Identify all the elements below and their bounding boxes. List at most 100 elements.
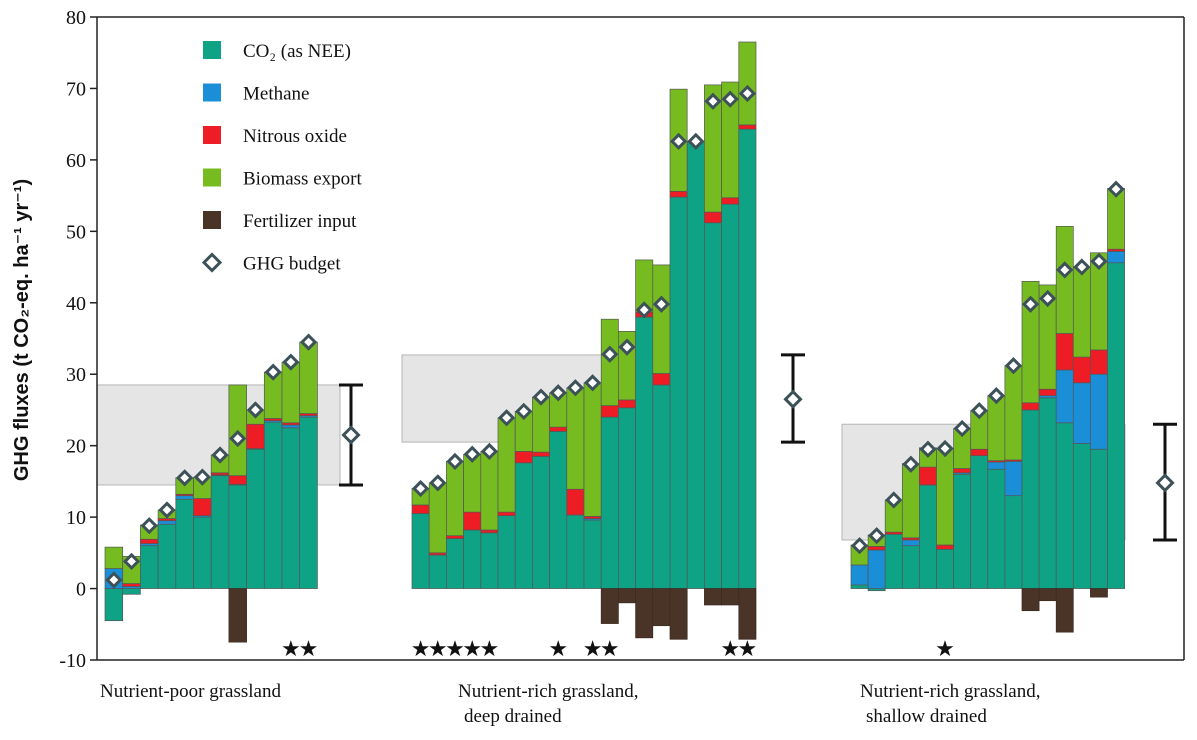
bar-group3-site9 [987, 395, 1006, 589]
legend-swatch-fertilizer [203, 211, 221, 229]
segment-fertilizer [1090, 588, 1108, 598]
segment-biomass [480, 451, 499, 531]
segment-co2 [884, 533, 903, 589]
bar-group3-site11 [1021, 280, 1040, 612]
segment-methane [850, 564, 869, 586]
bar-group3-site16 [1107, 188, 1125, 589]
bar-group2-site16 [669, 88, 688, 640]
segment-n2o [953, 468, 972, 474]
group-summary-2 [781, 353, 805, 444]
budget-marker-group2-site8 [532, 388, 550, 406]
budget-marker-group3-site2 [868, 527, 886, 545]
significance-star: ★ [445, 636, 465, 661]
budget-marker-group2-site16 [669, 132, 688, 150]
segment-methane [1072, 382, 1091, 444]
segment-fertilizer [1021, 588, 1040, 612]
bar-group2-site6 [497, 417, 516, 589]
axes: -10 0 10 20 30 40 50 60 70 80 GHG fluxes (t CO₂-eq… [11, 7, 1185, 672]
bar-group3-site3 [884, 499, 903, 589]
budget-marker-group3-site3 [885, 491, 903, 509]
budget-marker-group3-site14 [1073, 258, 1091, 276]
segment-co2 [514, 462, 533, 589]
legend-swatch-biomass [203, 168, 221, 187]
significance-star: ★ [480, 636, 500, 661]
bar-group2-site4 [463, 453, 482, 589]
legend[interactable]: CO₂ (as NEE) Methane Nitrous oxide Biomass … [201, 41, 362, 275]
budget-marker-group1-site4 [158, 501, 176, 519]
significance-star: ★ [462, 636, 482, 661]
segment-co2 [299, 416, 318, 589]
legend-item-methane: Methane [203, 83, 309, 105]
bar-group2-site14 [635, 259, 654, 639]
budget-marker-group2-site9 [549, 384, 567, 402]
segment-co2 [936, 548, 954, 589]
budget-marker-group2-site18 [704, 92, 722, 110]
segment-co2 [428, 554, 447, 589]
budget-marker-group1-site5 [176, 469, 194, 487]
budget-marker-group1-site10 [264, 363, 282, 381]
segment-n2o [919, 466, 937, 486]
segment-n2o [721, 197, 740, 205]
segment-co2 [583, 519, 602, 589]
significance-star: ★ [720, 636, 740, 661]
segment-fertilizer [704, 588, 722, 606]
segment-methane [901, 539, 920, 547]
bar-group1-site12 [299, 341, 318, 589]
legend-swatch-n2o [203, 126, 221, 144]
budget-marker-group1-site6 [193, 468, 211, 486]
group-mean-marker [783, 389, 803, 409]
segment-biomass [652, 264, 671, 374]
significance-star: ★ [428, 636, 448, 661]
budget-marker-group3-site7 [953, 419, 971, 438]
segment-n2o [1038, 388, 1057, 397]
segment-co2 [566, 514, 585, 589]
segment-co2 [411, 513, 430, 589]
group-label-1: Nutrient-poor grassland [100, 681, 281, 702]
segment-co2 [210, 475, 230, 589]
budget-marker-group2-site10 [566, 379, 585, 397]
budget-marker-group2-site19 [721, 90, 739, 108]
significance-star: ★ [935, 636, 955, 661]
bar-group1-site9 [246, 409, 265, 589]
budget-marker-group1-site1 [105, 571, 123, 589]
budget-marker-group2-site5 [480, 442, 499, 461]
segment-n2o [497, 511, 516, 517]
segment-biomass [566, 387, 585, 490]
group-label-3: shallow drained [866, 706, 987, 727]
segment-fertilizer [721, 588, 740, 606]
group-mean-marker [341, 425, 361, 445]
legend-label-co2: CO₂ (as NEE) [243, 41, 351, 62]
segment-co2 [652, 384, 671, 589]
budget-marker-group2-site2 [429, 474, 447, 492]
segment-fertilizer [228, 588, 247, 643]
segment-co2 [669, 196, 688, 589]
segment-methane [987, 461, 1006, 470]
bar-group2-site11 [583, 382, 602, 589]
bar-group2-site2 [428, 482, 447, 589]
group-label-2: Nutrient-rich grassland, [458, 681, 638, 702]
y-tick-label: 40 [66, 293, 86, 315]
budget-marker-group1-site7 [211, 446, 229, 464]
segment-co2 [618, 407, 636, 589]
segment-n2o [936, 544, 954, 550]
segment-co2 [193, 516, 212, 589]
legend-label-methane: Methane [243, 84, 309, 105]
segment-biomass [1072, 267, 1091, 358]
bar-group2-site12 [600, 318, 619, 624]
legend-label-budget: GHG budget [243, 254, 341, 275]
group-summaries [339, 353, 1177, 542]
budget-marker-group2-site17 [687, 132, 705, 150]
bar-group2-site18 [704, 84, 722, 606]
segment-n2o [618, 399, 636, 409]
segment-co2 [1107, 262, 1125, 589]
segment-co2 [228, 484, 247, 589]
segment-n2o [480, 529, 499, 534]
bar-group2-site20 [738, 41, 757, 640]
legend-swatch-co2 [203, 41, 221, 59]
segment-co2 [850, 584, 869, 589]
y-tick-label: 20 [66, 436, 86, 458]
segment-n2o [867, 546, 886, 551]
budget-marker-group3-site4 [902, 455, 920, 473]
bar-group2-site17 [686, 141, 705, 589]
segment-co2 [1021, 409, 1040, 589]
